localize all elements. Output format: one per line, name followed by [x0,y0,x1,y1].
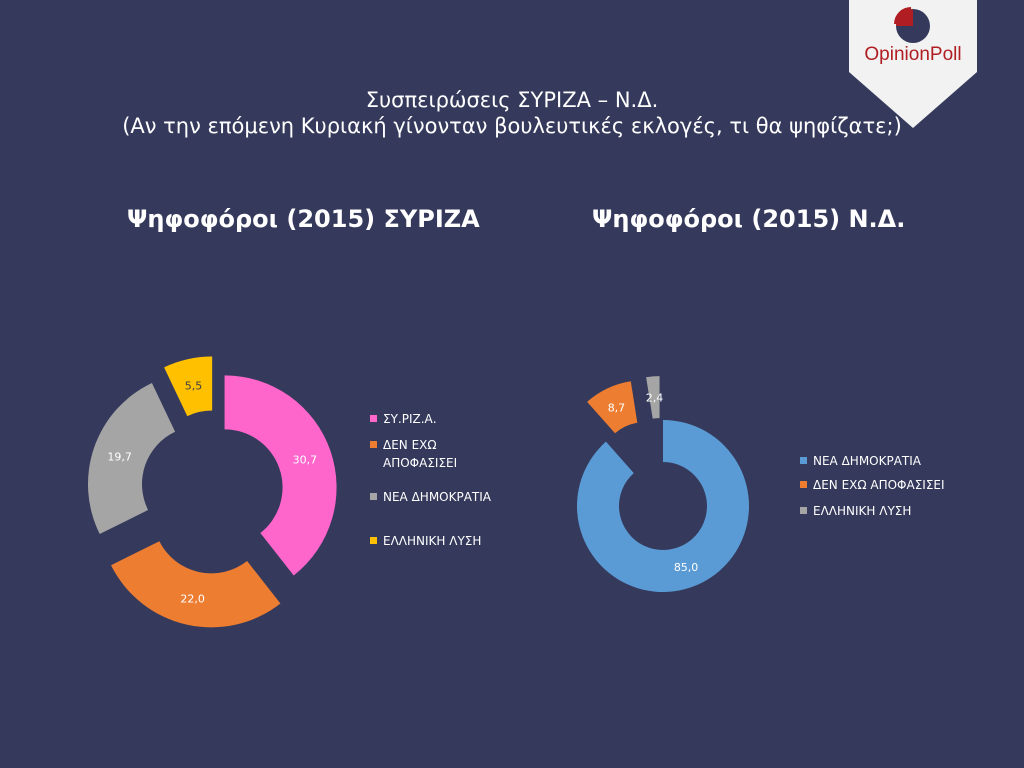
legend-swatch [370,441,377,448]
legend-label: ΕΛΛΗΝΙΚΗ ΛΥΣΗ [813,504,912,518]
nd-legend-item: ΕΛΛΗΝΙΚΗ ΛΥΣΗ [800,502,911,520]
nd-data-label-2: 2,4 [646,391,664,404]
legend-label: ΔΕΝ ΕΧΩ ΑΠΟΦΑΣΙΣΕΙ [813,478,945,492]
nd-legend-item: ΔΕΝ ΕΧΩ ΑΠΟΦΑΣΙΣΕΙ [800,476,945,494]
syriza-slice-3 [164,356,213,417]
slide-title: Συσπειρώσεις ΣΥΡΙΖΑ – Ν.Δ. (Αν την επόμε… [60,87,964,139]
nd-slice-1 [587,381,638,434]
legend-swatch [800,481,807,488]
syriza-data-label-1: 22,0 [180,592,205,605]
legend-swatch [800,507,807,514]
logo-text: OpinionPoll [864,44,962,65]
legend-swatch [370,537,377,544]
nd-legend-item: ΝΕΑ ΔΗΜΟΚΡΑΤΙΑ [800,452,921,470]
syriza-legend-item: ΕΛΛΗΝΙΚΗ ΛΥΣΗ [370,532,493,550]
syriza-slice-1 [111,541,281,628]
logo-shape [849,0,977,128]
syriza-legend-item: ΣΥ.ΡΙΖ.Α. [370,410,493,428]
slide-title-line2: (Αν την επόμενη Κυριακή γίνονταν βουλευτ… [122,114,902,138]
nd-data-label-0: 85,0 [674,561,699,574]
syriza-legend-item: ΔΕΝ ΕΧΩ ΑΠΟΦΑΣΙΣΕΙ [370,436,493,472]
syriza-slice-0 [224,375,337,576]
legend-swatch [370,493,377,500]
nd-slice-2 [646,376,660,419]
syriza-data-label-3: 5,5 [185,380,203,393]
legend-label: ΝΕΑ ΔΗΜΟΚΡΑΤΙΑ [813,454,922,468]
slide-title-line1: Συσπειρώσεις ΣΥΡΙΖΑ – Ν.Δ. [365,88,659,112]
syriza-slice-2 [87,382,176,535]
legend-label: ΣΥ.ΡΙΖ.Α. [383,412,437,426]
syriza-legend-item: ΝΕΑ ΔΗΜΟΚΡΑΤΙΑ [370,488,493,506]
opinionpoll-logo: OpinionPoll [849,0,977,128]
pie-logo-icon [894,7,930,43]
legend-label: ΕΛΛΗΝΙΚΗ ΛΥΣΗ [383,534,482,548]
nd-slice-0 [577,420,749,593]
legend-label: ΔΕΝ ΕΧΩ ΑΠΟΦΑΣΙΣΕΙ [383,438,458,470]
syriza-data-label-0: 30,7 [293,454,318,467]
legend-label: ΝΕΑ ΔΗΜΟΚΡΑΤΙΑ [383,490,492,504]
nd-data-label-1: 8,7 [608,401,626,414]
chart-title-nd: Ψηφοφόροι (2015) Ν.Δ. [592,205,906,233]
legend-swatch [800,457,807,464]
syriza-data-label-2: 19,7 [107,450,132,463]
legend-swatch [370,415,377,422]
chart-title-syriza: Ψηφοφόροι (2015) ΣΥΡΙΖΑ [127,205,480,233]
